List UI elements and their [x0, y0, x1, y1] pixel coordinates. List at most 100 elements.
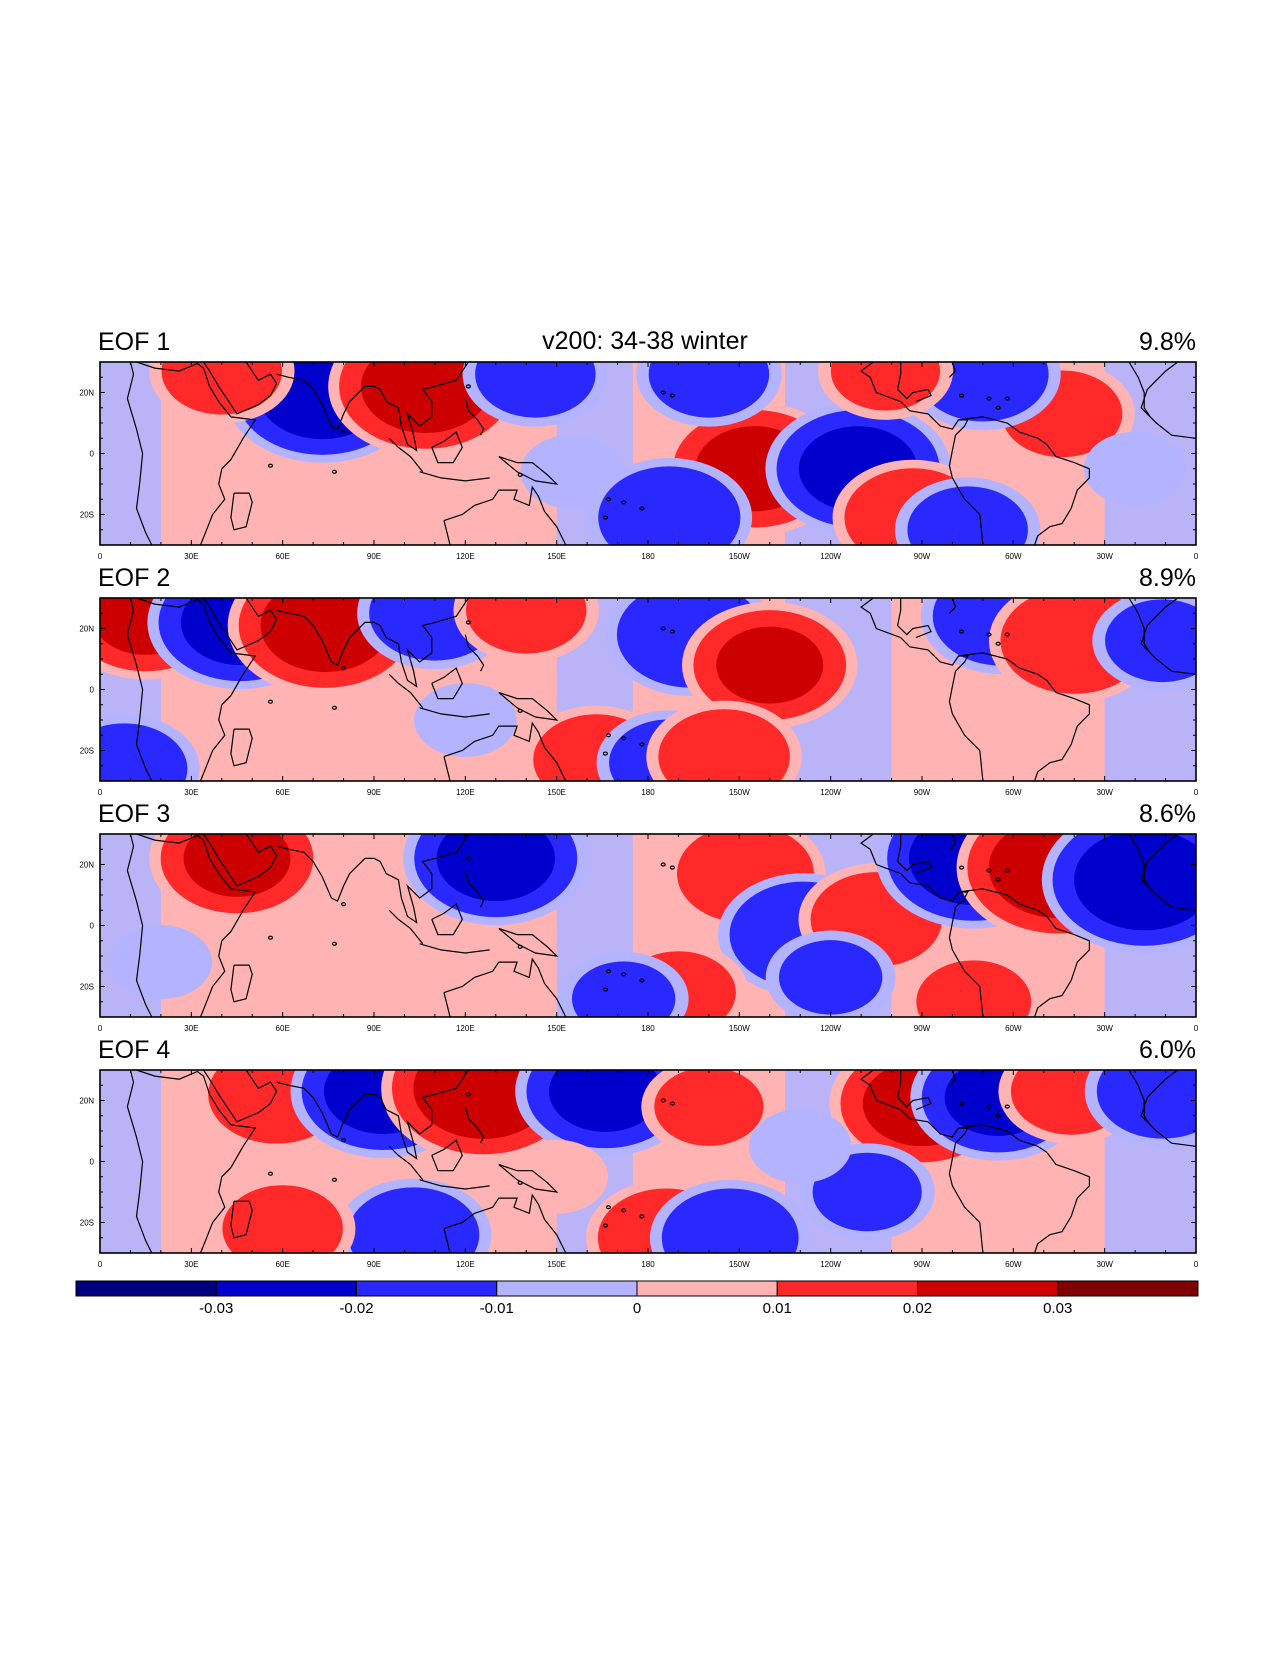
lon-tick-label: 150W — [729, 1024, 750, 1033]
panel-label: EOF 3 — [98, 800, 170, 828]
panel-variance: 8.9% — [1139, 564, 1196, 592]
colorbar-label: 0.02 — [903, 1300, 932, 1317]
coastline-segment — [203, 598, 278, 651]
island-outline — [465, 384, 471, 389]
lat-tick-label: 20N — [79, 1097, 94, 1106]
lat-tick-label: 20N — [79, 861, 94, 870]
coastline-segment — [948, 362, 957, 378]
panel-variance: 9.8% — [1139, 328, 1196, 356]
negative-anomaly-contour — [1096, 1070, 1196, 1139]
coastline-segment — [896, 834, 932, 875]
coastline-segment — [419, 471, 490, 482]
colorbar-label: -0.01 — [480, 1300, 514, 1317]
lat-tick-label: 20S — [80, 983, 94, 992]
lon-tick-label: 60E — [276, 788, 290, 797]
coastline-segment — [431, 431, 463, 464]
colorbar-box — [636, 1280, 778, 1297]
negative-anomaly-contour — [648, 362, 770, 418]
lon-tick-label: 120W — [820, 1024, 841, 1033]
colorbar-label: 0 — [633, 1300, 641, 1317]
lon-tick-label: 120W — [820, 788, 841, 797]
lon-tick-label: 180 — [641, 552, 655, 561]
coastline-segment — [419, 707, 490, 718]
island-outline — [995, 1113, 1001, 1118]
negative-anomaly-contour — [661, 1188, 799, 1253]
lon-tick-label: 90W — [914, 788, 931, 797]
eof-panel-3: EOF 3 8.6% 0 30E 60E 90E 120E 150E 180 150W 120W 90… — [79, 800, 1198, 1033]
island-outline — [1004, 868, 1010, 873]
island-outline — [621, 736, 627, 741]
lon-tick-label: 0 — [1194, 1260, 1199, 1269]
negative-anomaly-contour — [778, 940, 883, 1015]
lon-tick-label: 60W — [1005, 1024, 1022, 1033]
coastline-segment — [948, 834, 957, 850]
coastline-segment — [126, 598, 153, 781]
negative-anomaly-contour — [549, 1070, 662, 1132]
lon-tick-label: 150E — [547, 1024, 566, 1033]
island-outline — [621, 972, 627, 977]
coastline-segment — [431, 903, 463, 936]
island-outline — [602, 1223, 608, 1228]
coastline-segment — [126, 362, 153, 545]
positive-anomaly-contour — [916, 960, 1032, 1017]
negative-anomaly-contour — [907, 486, 1028, 545]
lat-tick-label: 20N — [79, 625, 94, 634]
lon-tick-label: 150E — [547, 552, 566, 561]
coastline-segment — [431, 667, 463, 700]
coastline-segment — [276, 1070, 469, 1160]
lon-tick-label: 30E — [184, 552, 198, 561]
lat-tick-label: 0 — [90, 686, 95, 695]
axis-ticks — [99, 597, 1197, 782]
lon-tick-label: 90E — [367, 788, 381, 797]
coastline-segment — [443, 1228, 451, 1253]
contour-field — [100, 834, 1196, 1017]
lon-tick-label: 90E — [367, 552, 381, 561]
coastline-segment — [443, 992, 451, 1017]
lon-tick-label: 60W — [1005, 788, 1022, 797]
coastline-segment — [896, 1070, 932, 1111]
coastline-segment — [388, 437, 424, 473]
coastline-segment — [202, 1070, 278, 1123]
coastline-segment — [431, 1139, 463, 1172]
lon-tick-label: 120E — [456, 1260, 475, 1269]
coastline-segment — [126, 1070, 153, 1253]
island-outline — [267, 1171, 274, 1176]
island-outline — [331, 941, 338, 946]
positive-anomaly-contour — [830, 362, 941, 411]
weak-anomaly-band — [100, 362, 161, 545]
island-outline — [669, 1101, 675, 1106]
lat-tick-label: 0 — [90, 922, 95, 931]
coastline-segment — [388, 673, 424, 709]
island-outline — [669, 393, 675, 398]
lon-tick-label: 90E — [367, 1024, 381, 1033]
island-outline — [517, 944, 523, 949]
island-outline — [958, 1101, 965, 1106]
panel-variance: 8.6% — [1139, 800, 1196, 828]
island-outline — [465, 856, 471, 861]
colorbar-box — [1057, 1280, 1199, 1297]
lon-tick-label: 0 — [1194, 788, 1199, 797]
island-outline — [660, 862, 666, 867]
lat-tick-label: 0 — [90, 1158, 95, 1167]
lon-tick-label: 30W — [1096, 1024, 1113, 1033]
lon-tick-label: 60E — [276, 1260, 290, 1269]
figure-title: v200: 34-38 winter — [542, 327, 748, 355]
colorbar-label: -0.03 — [199, 1300, 233, 1317]
island-outline — [669, 865, 675, 870]
island-outline — [660, 1098, 666, 1103]
lat-tick-label: 20N — [79, 389, 94, 398]
lon-tick-label: 180 — [641, 1260, 655, 1269]
coastline-segment — [443, 721, 567, 781]
coastline-segment — [126, 834, 153, 1017]
panel-label: EOF 4 — [98, 1036, 170, 1064]
coastline-segment — [1140, 834, 1196, 911]
colorbar-box — [215, 1280, 357, 1297]
positive-anomaly-contour — [658, 709, 790, 781]
negative-anomaly-contour — [571, 961, 676, 1017]
island-outline — [986, 1104, 992, 1109]
coastline-segment — [276, 598, 469, 688]
island-outline — [669, 629, 675, 634]
negative-anomaly-contour — [436, 834, 555, 901]
contour-field — [100, 598, 1196, 781]
